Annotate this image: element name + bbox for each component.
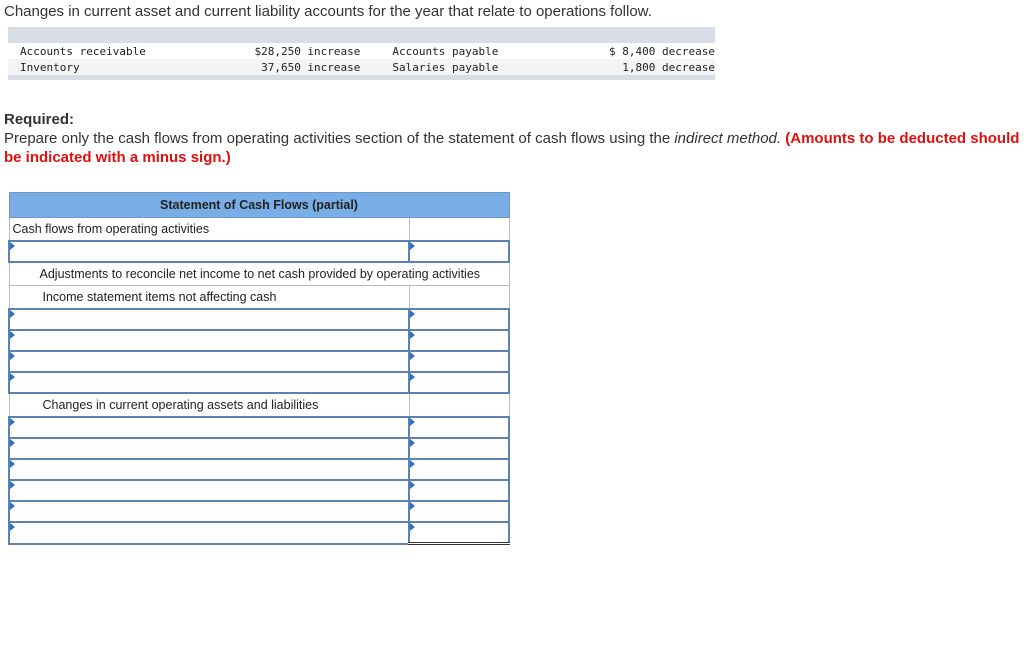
label-input[interactable] bbox=[8, 308, 410, 331]
amount-input[interactable] bbox=[408, 479, 510, 502]
label-input[interactable] bbox=[8, 329, 410, 352]
account-change: $28,250 increase bbox=[254, 44, 361, 58]
income-items-label: Income statement items not affecting cas… bbox=[8, 285, 410, 310]
label-input[interactable] bbox=[8, 437, 410, 460]
required-note: (Amounts to be deducted should be indica… bbox=[4, 130, 1020, 166]
amount-input[interactable] bbox=[408, 500, 510, 523]
method-text: indirect method. bbox=[674, 130, 782, 147]
intro-text: Changes in current asset and current lia… bbox=[4, 3, 652, 20]
required-heading: Required: bbox=[4, 111, 75, 128]
label-input[interactable] bbox=[8, 500, 410, 523]
label-input[interactable] bbox=[8, 479, 410, 502]
empty-cell bbox=[408, 285, 510, 310]
account-label: Accounts receivable bbox=[20, 44, 146, 58]
amount-input[interactable] bbox=[408, 329, 510, 352]
label-input[interactable] bbox=[8, 371, 410, 394]
required-section: Required: Prepare only the cash flows fr… bbox=[4, 110, 1024, 167]
account-change: $ 8,400 decrease bbox=[609, 44, 715, 58]
empty-cell bbox=[408, 392, 510, 418]
label-input[interactable] bbox=[8, 416, 410, 439]
amount-input[interactable] bbox=[408, 416, 510, 439]
total-input[interactable] bbox=[408, 521, 510, 545]
label-input[interactable] bbox=[8, 521, 410, 545]
amount-input[interactable] bbox=[408, 371, 510, 394]
account-label: Salaries payable bbox=[392, 60, 499, 74]
given-row: Inventory 37,650 increase Salaries payab… bbox=[8, 59, 715, 75]
empty-cell bbox=[408, 217, 510, 242]
changes-label: Changes in current operating assets and … bbox=[8, 392, 410, 418]
amount-input[interactable] bbox=[408, 437, 510, 460]
amount-input[interactable] bbox=[408, 308, 510, 331]
amount-input[interactable] bbox=[408, 240, 510, 263]
amount-input[interactable] bbox=[408, 350, 510, 373]
amount-input[interactable] bbox=[408, 458, 510, 481]
statement-title: Statement of Cash Flows (partial) bbox=[8, 192, 510, 218]
adjustments-label: Adjustments to reconcile net income to n… bbox=[8, 261, 510, 286]
statement-table: Statement of Cash Flows (partial) Cash f… bbox=[8, 192, 510, 545]
label-input[interactable] bbox=[8, 350, 410, 373]
account-label: Accounts payable bbox=[392, 44, 499, 58]
label-input[interactable] bbox=[8, 458, 410, 481]
label-input[interactable] bbox=[8, 240, 410, 263]
account-label: Inventory bbox=[20, 60, 80, 74]
required-text: Prepare only the cash flows from operati… bbox=[4, 130, 675, 147]
cfo-label: Cash flows from operating activities bbox=[8, 217, 410, 242]
account-change: 37,650 increase bbox=[261, 60, 361, 74]
account-change: 1,800 decrease bbox=[622, 60, 715, 74]
given-row: Accounts receivable $28,250 increase Acc… bbox=[8, 43, 715, 59]
given-data-table: Accounts receivable $28,250 increase Acc… bbox=[8, 27, 715, 80]
